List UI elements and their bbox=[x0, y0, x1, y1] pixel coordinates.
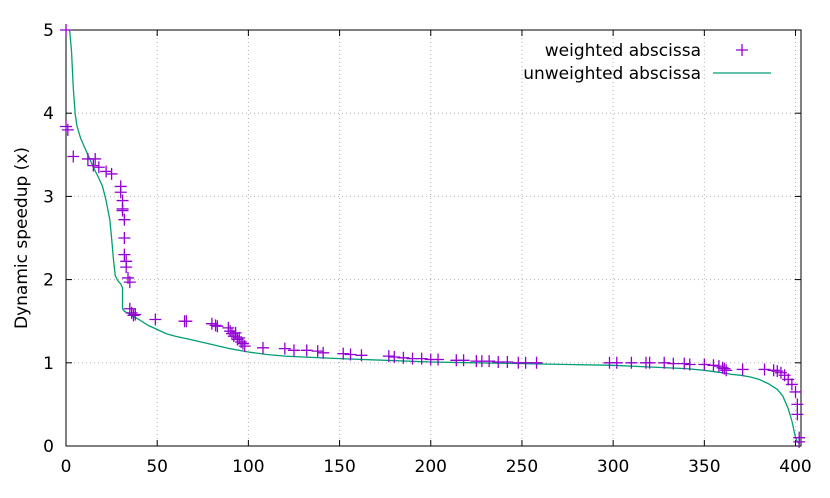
weighted-point bbox=[287, 344, 300, 357]
legend-marker-weighted bbox=[736, 44, 748, 56]
weighted-point bbox=[530, 356, 543, 369]
weighted-point bbox=[256, 341, 269, 354]
weighted-point bbox=[100, 165, 113, 178]
weighted-point bbox=[758, 363, 771, 376]
weighted-point bbox=[89, 152, 102, 165]
y-axis-label: Dynamic speedup (x) bbox=[12, 147, 32, 329]
weighted-point bbox=[236, 337, 249, 350]
x-tick-label: 0 bbox=[61, 457, 72, 477]
weighted-point bbox=[60, 120, 72, 133]
weighted-point bbox=[149, 313, 162, 326]
x-tick-label: 300 bbox=[597, 457, 629, 477]
weighted-point bbox=[60, 24, 72, 36]
legend-plus-marker bbox=[736, 44, 748, 56]
weighted-point bbox=[415, 352, 428, 365]
weighted-point bbox=[683, 358, 696, 371]
weighted-point bbox=[127, 309, 140, 322]
weighted-point bbox=[643, 356, 656, 369]
weighted-point bbox=[209, 319, 222, 332]
legend-label-unweighted: unweighted abscissa bbox=[523, 64, 701, 84]
y-tick-label: 4 bbox=[43, 104, 54, 124]
weighted-point bbox=[92, 161, 105, 174]
weighted-point bbox=[238, 340, 251, 353]
weighted-point bbox=[625, 356, 638, 369]
weighted-point bbox=[317, 346, 330, 359]
x-tick-label: 100 bbox=[232, 457, 264, 477]
weighted-point bbox=[388, 350, 401, 363]
weighted-point bbox=[120, 261, 133, 274]
weighted-point bbox=[105, 167, 118, 180]
weighted-point bbox=[116, 204, 129, 217]
weighted-point bbox=[114, 186, 127, 199]
weighted-point bbox=[519, 356, 532, 369]
x-tick-label: 150 bbox=[323, 457, 355, 477]
unweighted-abscissa-line bbox=[68, 29, 800, 444]
x-tick-label: 200 bbox=[415, 457, 447, 477]
weighted-point bbox=[791, 408, 804, 421]
x-tick-labels: 0 50 100 150 200 250 300 350 400 bbox=[61, 457, 812, 477]
weighted-point bbox=[718, 362, 731, 375]
weighted-point bbox=[610, 356, 623, 369]
weighted-point bbox=[67, 150, 80, 163]
weighted-point bbox=[337, 347, 350, 360]
x-tick-label: 400 bbox=[779, 457, 811, 477]
plot-frame bbox=[65, 29, 802, 447]
weighted-point bbox=[123, 276, 136, 289]
weighted-series bbox=[60, 24, 806, 448]
weighted-point bbox=[180, 315, 193, 328]
y-tick-label: 2 bbox=[43, 271, 54, 291]
weighted-point bbox=[736, 363, 749, 376]
weighted-point bbox=[300, 344, 313, 357]
axis-ticks bbox=[65, 29, 801, 447]
x-tick-label: 50 bbox=[146, 457, 168, 477]
unweighted-series bbox=[68, 29, 800, 444]
y-tick-label: 0 bbox=[43, 437, 54, 457]
weighted-point bbox=[793, 435, 806, 448]
weighted-point bbox=[698, 358, 711, 371]
y-tick-label: 5 bbox=[43, 21, 54, 41]
weighted-point bbox=[129, 308, 142, 321]
weighted-point bbox=[118, 232, 131, 244]
weighted-point bbox=[720, 364, 733, 377]
weighted-point bbox=[501, 355, 514, 368]
weighted-point bbox=[658, 356, 671, 369]
weighted-point bbox=[382, 350, 395, 363]
weighted-point bbox=[61, 123, 74, 136]
y-tick-labels: 0 1 2 3 4 5 bbox=[43, 21, 54, 457]
grid-lines bbox=[66, 30, 801, 446]
weighted-point bbox=[211, 320, 224, 333]
legend: weighted abscissa unweighted abscissa bbox=[523, 41, 771, 84]
x-tick-label: 250 bbox=[506, 457, 538, 477]
weighted-point bbox=[118, 213, 131, 226]
weighted-point bbox=[118, 248, 131, 261]
weighted-point bbox=[785, 378, 798, 391]
weighted-point bbox=[432, 353, 445, 366]
weighted-point bbox=[457, 354, 470, 367]
weighted-point bbox=[344, 348, 357, 361]
weighted-point bbox=[667, 357, 680, 370]
x-tick-label: 350 bbox=[688, 457, 720, 477]
y-tick-label: 1 bbox=[43, 354, 54, 374]
legend-label-weighted: weighted abscissa bbox=[545, 41, 701, 61]
weighted-point bbox=[483, 355, 496, 368]
weighted-point bbox=[355, 349, 368, 362]
weighted-point bbox=[311, 345, 324, 358]
weighted-point bbox=[678, 357, 691, 370]
weighted-point bbox=[789, 385, 802, 398]
y-tick-label: 3 bbox=[43, 187, 54, 207]
weighted-point bbox=[397, 351, 410, 364]
weighted-point bbox=[87, 159, 100, 172]
weighted-point bbox=[278, 342, 291, 355]
weighted-point bbox=[707, 359, 720, 372]
